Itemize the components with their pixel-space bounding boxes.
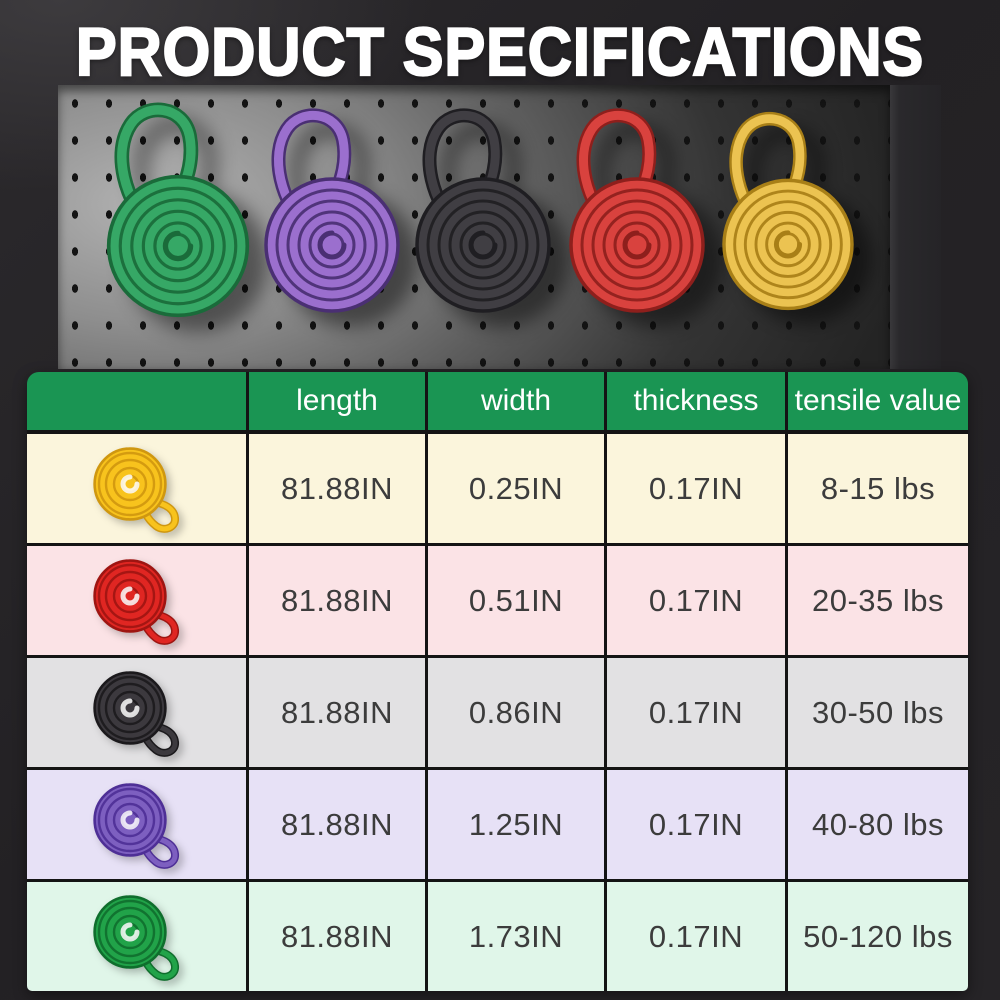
cell-tensile-value: 50-120 lbs <box>785 882 968 991</box>
value-length: 81.88IN <box>280 582 394 618</box>
header-cell-thickness: thickness <box>604 372 785 430</box>
cell-tensile-value: 8-15 lbs <box>785 434 968 543</box>
cell-width: 0.86IN <box>425 658 604 767</box>
resistance-band-black <box>415 108 551 313</box>
value-width: 0.51IN <box>468 582 564 618</box>
cell-length: 81.88IN <box>246 770 425 879</box>
table-row-green: 81.88IN 1.73IN 0.17IN 50-120 lbs <box>27 879 968 991</box>
value-length: 81.88IN <box>280 806 394 842</box>
resistance-band-red <box>569 108 705 313</box>
value-thickness: 0.17IN <box>648 582 744 618</box>
band-thumbnail-purple <box>92 782 179 869</box>
cell-tensile-value: 20-35 lbs <box>785 546 968 655</box>
cell-length: 81.88IN <box>246 434 425 543</box>
value-tensile: 50-120 lbs <box>803 918 953 954</box>
header-label-tensile-value: tensile value <box>794 384 962 417</box>
header-cell-width: width <box>425 372 604 430</box>
header-cell-tensile-value: tensile value <box>785 372 968 430</box>
cell-thickness: 0.17IN <box>604 770 785 879</box>
band-thumbnail-green <box>92 894 179 981</box>
value-length: 81.88IN <box>280 470 394 506</box>
band-thumbnail-red <box>92 558 179 645</box>
value-length: 81.88IN <box>280 694 394 730</box>
band-thumbnail-black <box>92 670 179 757</box>
product-photo <box>58 85 941 369</box>
value-width: 1.25IN <box>468 806 564 842</box>
table-row-yellow: 81.88IN 0.25IN 0.17IN 8-15 lbs <box>27 430 968 543</box>
cell-width: 0.51IN <box>425 546 604 655</box>
cell-width: 1.73IN <box>425 882 604 991</box>
value-tensile: 20-35 lbs <box>811 582 945 618</box>
value-width: 0.86IN <box>468 694 564 730</box>
cell-thickness: 0.17IN <box>604 658 785 767</box>
value-tensile: 40-80 lbs <box>811 806 945 842</box>
resistance-band-green <box>106 102 250 318</box>
cell-band-image <box>27 546 246 655</box>
value-thickness: 0.17IN <box>648 806 744 842</box>
value-width: 0.25IN <box>468 470 564 506</box>
header-cell-length: length <box>246 372 425 430</box>
table-row-purple: 81.88IN 1.25IN 0.17IN 40-80 lbs <box>27 767 968 879</box>
value-thickness: 0.17IN <box>648 694 744 730</box>
pegboard-side-panel <box>890 85 941 369</box>
value-width: 1.73IN <box>468 918 564 954</box>
table-row-red: 81.88IN 0.51IN 0.17IN 20-35 lbs <box>27 543 968 655</box>
value-length: 81.88IN <box>280 918 394 954</box>
header-label-width: width <box>480 384 552 417</box>
cell-width: 0.25IN <box>425 434 604 543</box>
header-label-thickness: thickness <box>633 384 759 417</box>
cell-band-image <box>27 882 246 991</box>
cell-tensile-value: 40-80 lbs <box>785 770 968 879</box>
page-title: PRODUCT SPECIFICATIONS <box>75 14 925 90</box>
resistance-band-yellow <box>722 111 854 311</box>
value-thickness: 0.17IN <box>648 918 744 954</box>
table-header-row: length width thickness tensile value <box>27 372 968 430</box>
cell-width: 1.25IN <box>425 770 604 879</box>
table-row-black: 81.88IN 0.86IN 0.17IN 30-50 lbs <box>27 655 968 767</box>
band-thumbnail-yellow <box>92 446 179 533</box>
resistance-band-purple <box>264 108 400 313</box>
value-tensile: 8-15 lbs <box>820 470 936 506</box>
cell-length: 81.88IN <box>246 658 425 767</box>
cell-band-image <box>27 434 246 543</box>
cell-band-image <box>27 770 246 879</box>
cell-thickness: 0.17IN <box>604 546 785 655</box>
value-thickness: 0.17IN <box>648 470 744 506</box>
cell-tensile-value: 30-50 lbs <box>785 658 968 767</box>
spec-table: length width thickness tensile value <box>27 372 968 991</box>
cell-band-image <box>27 658 246 767</box>
value-tensile: 30-50 lbs <box>811 694 945 730</box>
header-label-length: length <box>296 384 378 417</box>
cell-thickness: 0.17IN <box>604 882 785 991</box>
cell-thickness: 0.17IN <box>604 434 785 543</box>
cell-length: 81.88IN <box>246 882 425 991</box>
cell-length: 81.88IN <box>246 546 425 655</box>
header-cell-image <box>27 372 246 430</box>
